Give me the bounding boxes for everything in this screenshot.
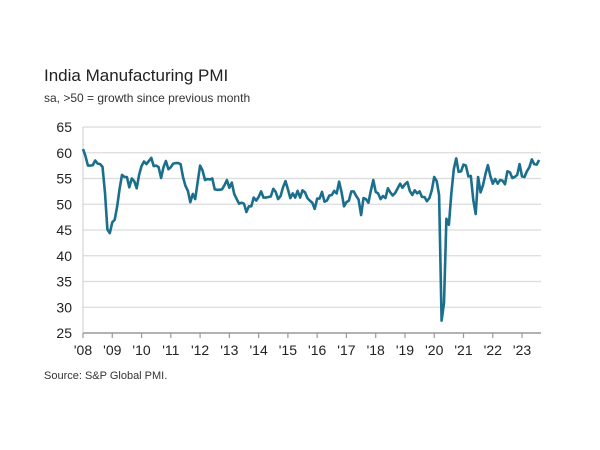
x-tick-label: '10 (132, 342, 150, 358)
x-tick-label: '11 (162, 342, 179, 358)
chart-source: Source: S&P Global PMI. (44, 370, 168, 382)
x-tick-label: '17 (337, 342, 355, 358)
y-tick-label: 50 (56, 196, 72, 212)
x-tick-label: '08 (74, 342, 92, 358)
x-tick-label: '12 (191, 342, 209, 358)
x-tick-label: '21 (454, 342, 472, 358)
y-tick-label: 45 (56, 222, 72, 238)
y-tick-label: 55 (56, 171, 72, 187)
pmi-series-line (81, 148, 541, 322)
x-tick-label: '15 (279, 342, 297, 358)
y-tick-label: 60 (56, 145, 72, 161)
x-tick-label: '20 (425, 342, 443, 358)
y-tick-label: 40 (56, 248, 72, 264)
x-tick-label: '19 (396, 342, 414, 358)
x-tick-label: '22 (484, 342, 502, 358)
y-tick-label: 65 (56, 119, 72, 135)
x-tick-label: '16 (308, 342, 326, 358)
y-tick-label: 30 (56, 299, 72, 315)
chart-subtitle: sa, >50 = growth since previous month (44, 91, 251, 105)
x-tick-label: '14 (249, 342, 267, 358)
chart-title: India Manufacturing PMI (44, 66, 229, 85)
x-tick-label: '09 (103, 342, 121, 358)
y-tick-label: 35 (56, 274, 72, 290)
x-tick-label: '23 (513, 342, 531, 358)
x-tick-label: '13 (220, 342, 238, 358)
x-tick-label: '18 (367, 342, 385, 358)
y-tick-label: 25 (56, 325, 72, 341)
